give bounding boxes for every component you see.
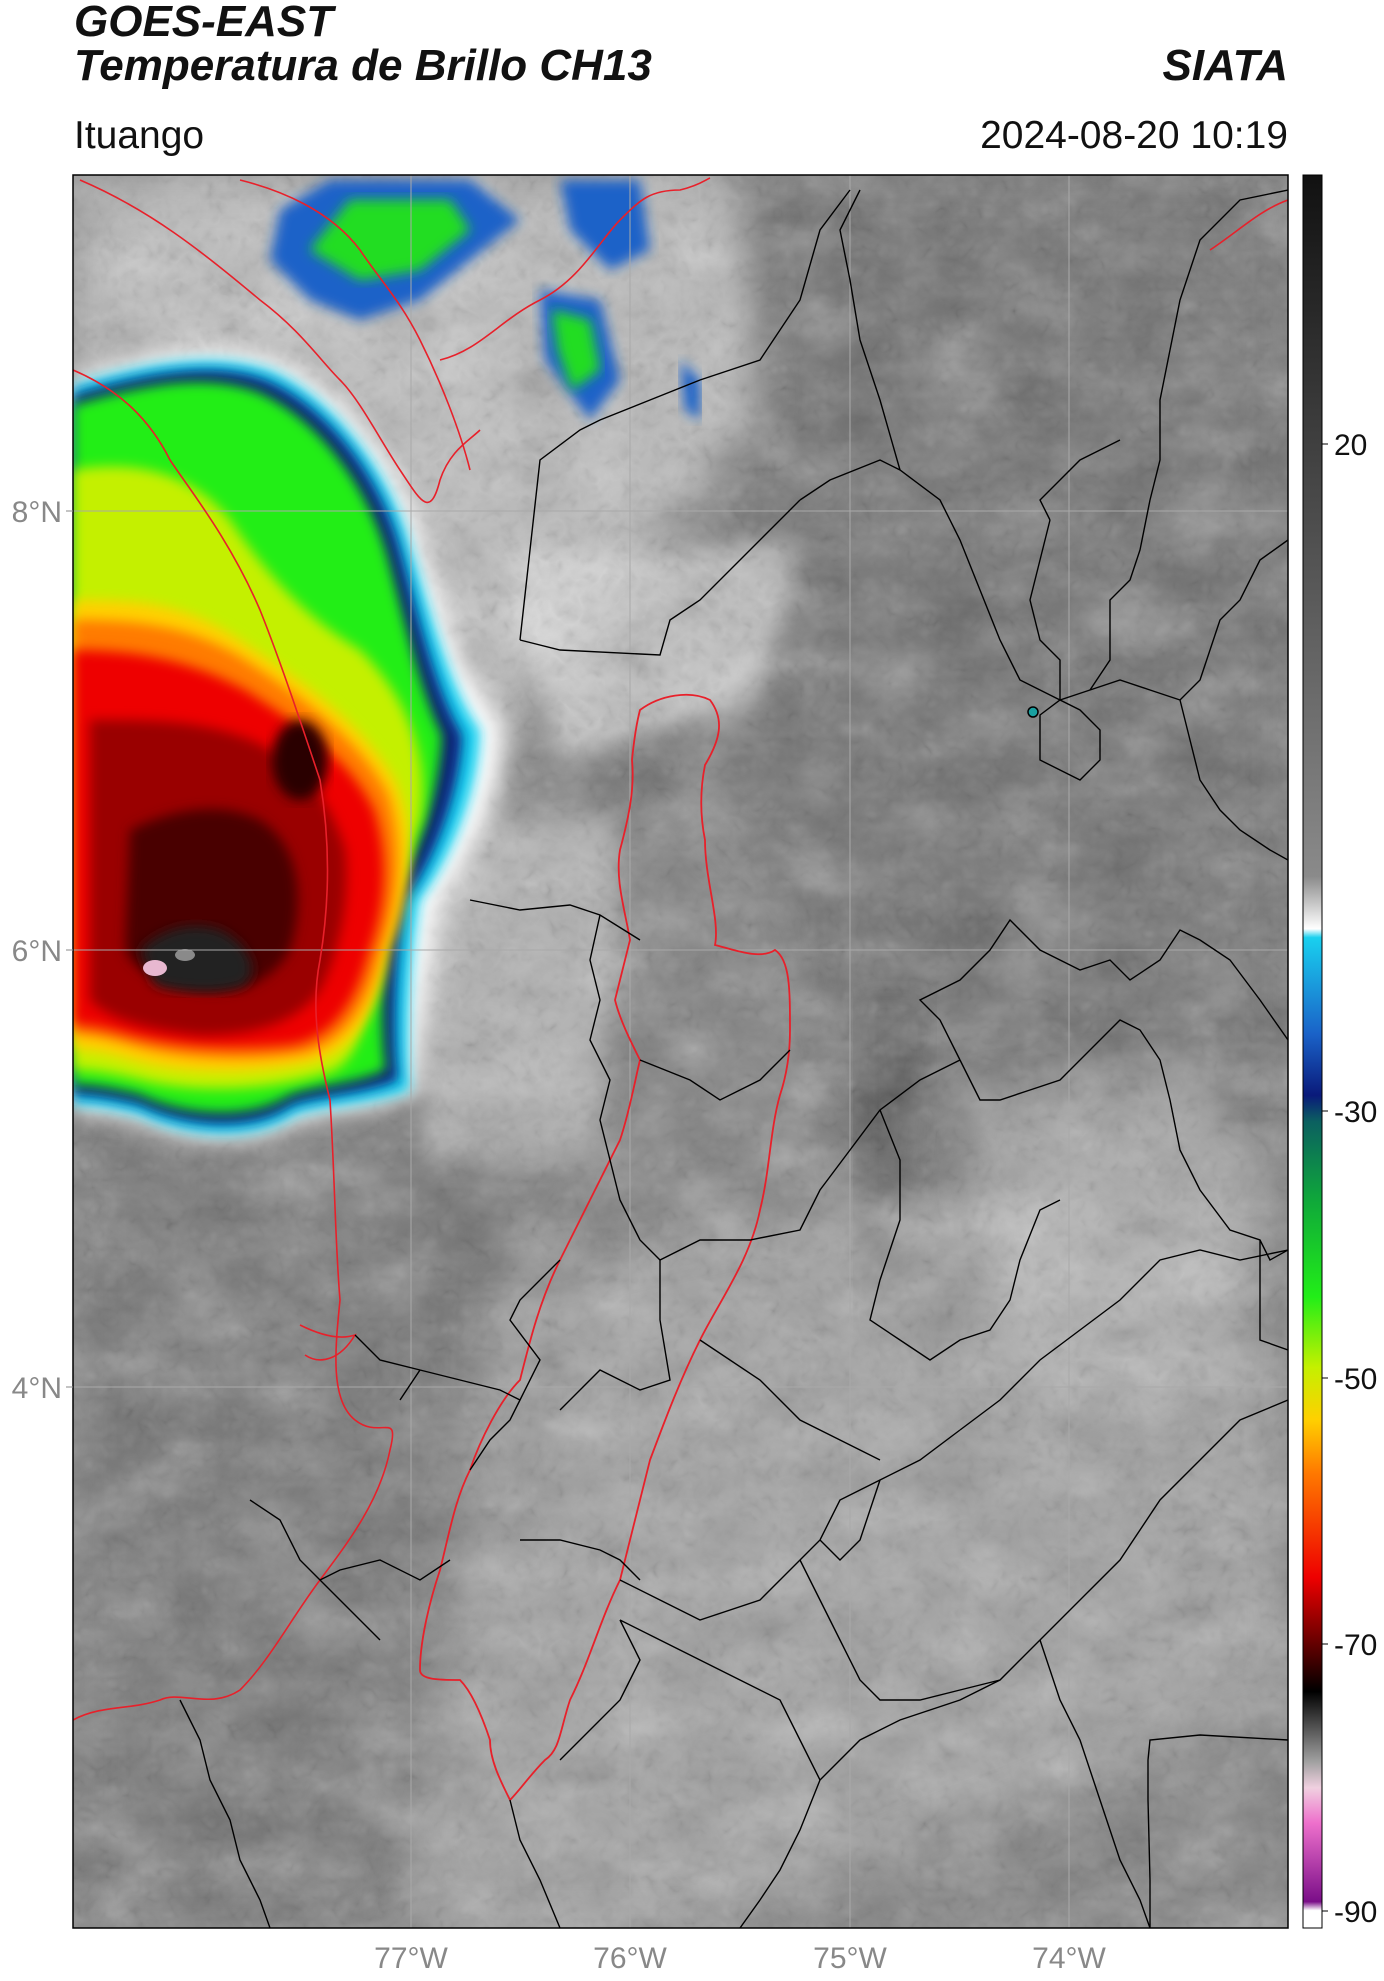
- lat-tick-label: 6°N: [12, 935, 62, 968]
- colorbar-tick-label: -90: [1334, 1896, 1377, 1929]
- lon-tick-label: 74°W: [1032, 1942, 1106, 1975]
- colorbar: 20 -30 -50 -70 -90: [1302, 174, 1377, 1929]
- lat-tick-label: 8°N: [12, 496, 62, 529]
- colorbar-tick-label: -70: [1334, 1629, 1377, 1662]
- colorbar-tick-label: -30: [1334, 1096, 1377, 1129]
- ituango-basin: [419, 693, 791, 1802]
- lon-tick-label: 75°W: [813, 1942, 887, 1975]
- satellite-title: GOES-EAST: [74, 0, 334, 46]
- map-frame: [72, 174, 1289, 1929]
- org-label: SIATA: [1162, 41, 1288, 90]
- lat-tick-label: 4°N: [12, 1372, 62, 1405]
- station-marker: [1027, 706, 1039, 718]
- lon-axis: 77°W 76°W 75°W 74°W: [374, 1942, 1106, 1975]
- colorbar-tick-label: 20: [1334, 429, 1367, 462]
- colorbar-tick-label: -50: [1334, 1363, 1377, 1396]
- graticule: [73, 175, 1288, 1928]
- lat-axis: 8°N 6°N 4°N: [12, 496, 73, 1405]
- map-imagery: [73, 175, 1288, 1928]
- region-label: Ituango: [74, 114, 205, 157]
- convective-cell: [73, 351, 502, 1139]
- lon-tick-label: 76°W: [593, 1942, 667, 1975]
- product-title: Temperatura de Brillo CH13: [74, 41, 652, 90]
- lon-tick-label: 77°W: [374, 1942, 448, 1975]
- datetime-label: 2024-08-20 10:19: [980, 114, 1288, 157]
- admin-borders: [179, 189, 1288, 1928]
- northern-convection: [270, 180, 700, 420]
- colorbar-bar: [1302, 174, 1323, 1929]
